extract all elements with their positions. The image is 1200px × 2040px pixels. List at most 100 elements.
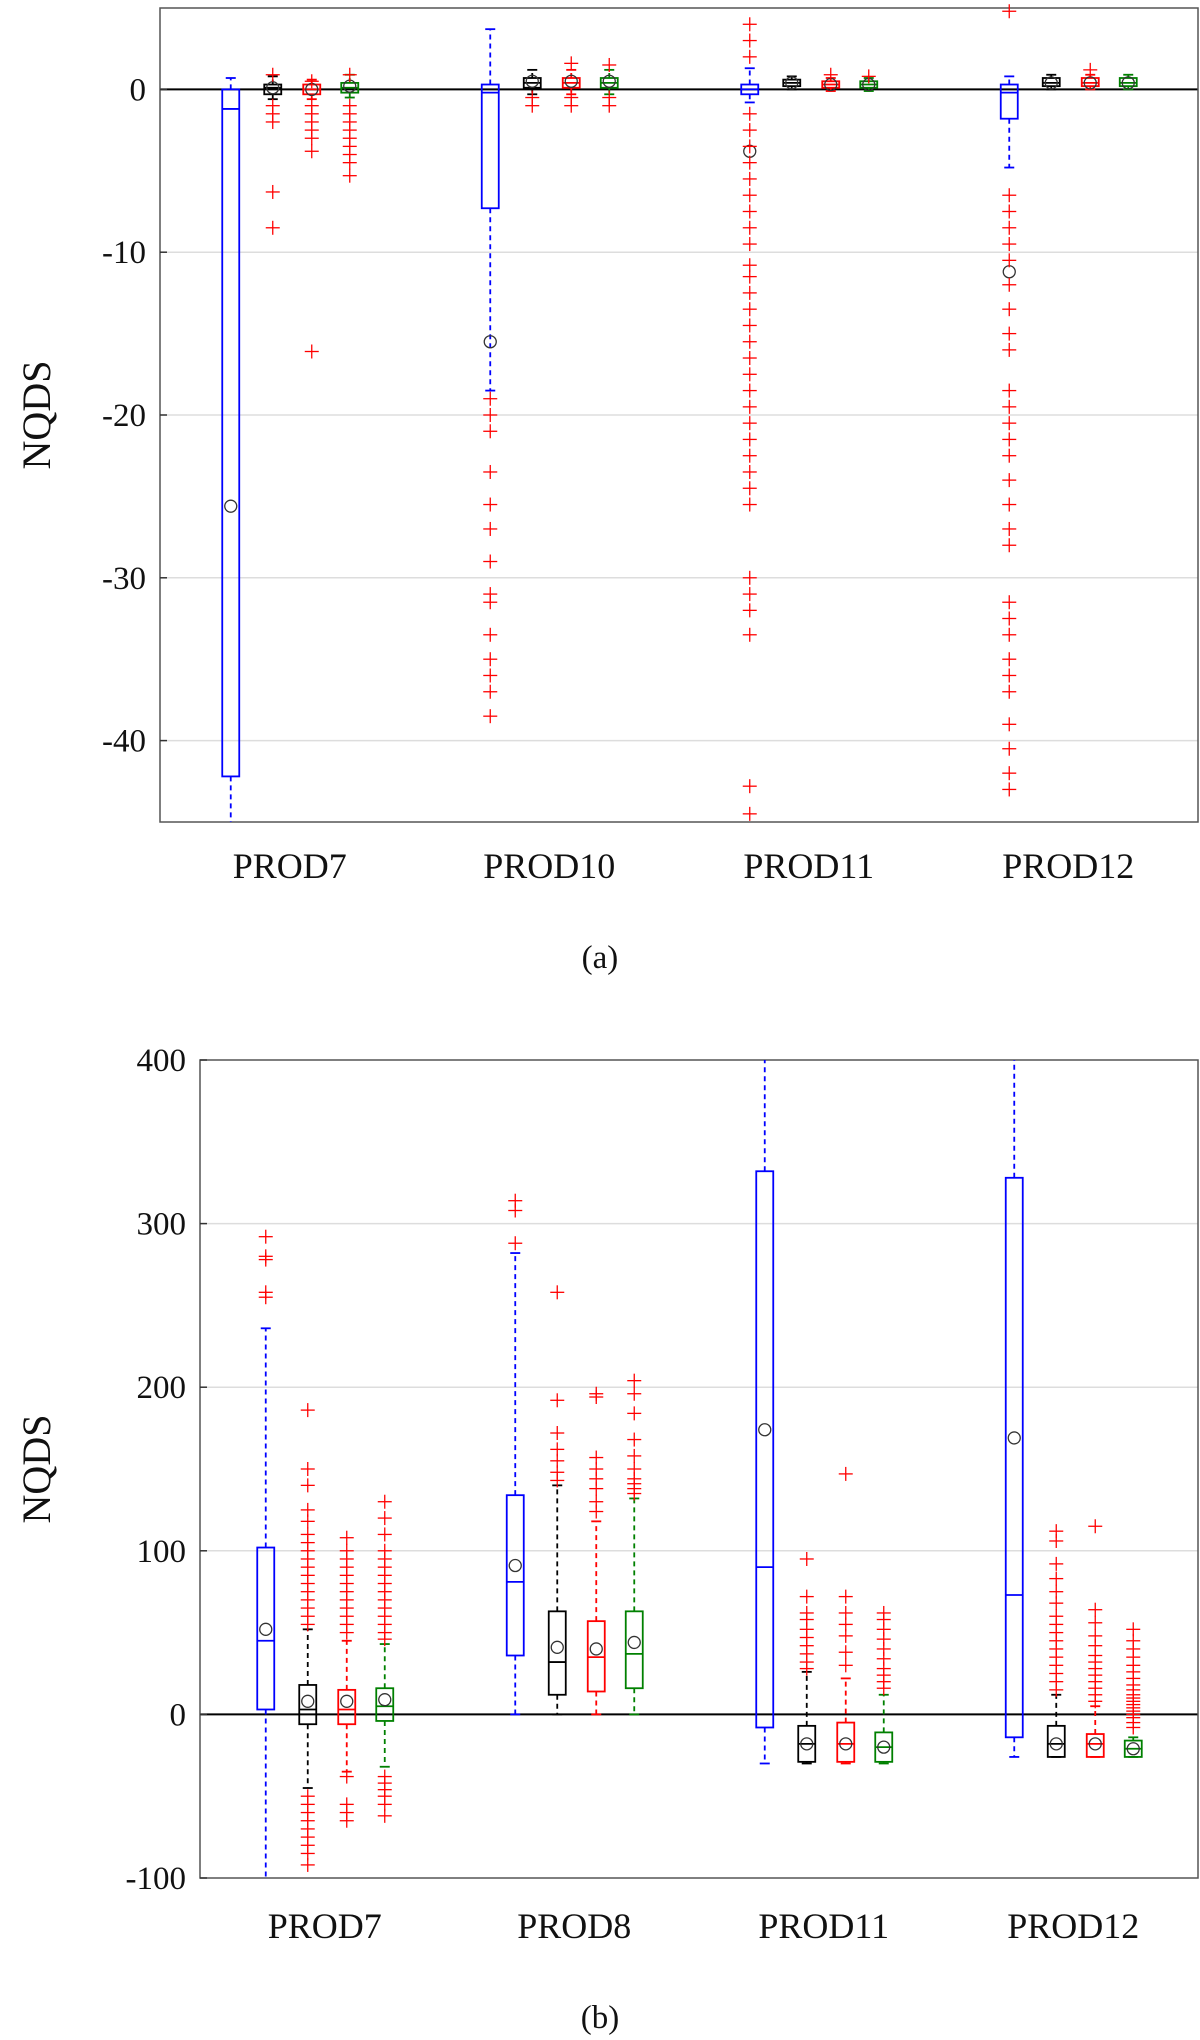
outlier-mark — [589, 1386, 604, 1401]
outlier-mark — [838, 1605, 853, 1620]
outlier-mark — [1002, 220, 1017, 235]
outlier-mark — [1002, 253, 1017, 268]
outlier-mark — [1002, 766, 1017, 781]
outlier-mark — [742, 481, 757, 496]
box-prod7-series-1 — [263, 67, 283, 235]
outlier-mark — [742, 123, 757, 138]
box-prod7-series-1 — [298, 1403, 318, 1872]
mean-marker — [877, 1740, 891, 1754]
outlier-mark — [377, 1511, 392, 1526]
chart-caption: (a) — [582, 940, 619, 976]
outlier-mark — [1002, 652, 1017, 667]
outlier-mark — [258, 1285, 273, 1300]
outlier-mark — [564, 98, 579, 113]
outlier-mark — [1083, 62, 1098, 77]
outlier-mark — [1002, 342, 1017, 357]
outlier-mark — [483, 408, 498, 422]
mean-marker — [378, 1693, 392, 1707]
outlier-mark — [300, 1502, 315, 1517]
outlier-mark — [1002, 473, 1017, 488]
box-body — [375, 1687, 395, 1722]
outlier-mark — [602, 57, 617, 72]
y-axis-label: NQDS — [14, 361, 59, 470]
outlier-mark — [742, 779, 757, 794]
mean-marker — [1083, 76, 1097, 90]
outlier-mark — [339, 1813, 354, 1828]
box-prod7-series-0 — [256, 1229, 276, 1878]
outlier-mark — [300, 1403, 315, 1418]
outlier-mark — [1049, 1556, 1064, 1571]
outlier-mark — [742, 269, 757, 284]
outlier-mark — [1049, 1584, 1064, 1599]
outlier-mark — [627, 1448, 642, 1463]
box-prod11-series-2 — [821, 67, 841, 92]
box-prod10-series-3 — [599, 57, 619, 113]
box-prod12-series-0 — [1004, 1060, 1024, 1758]
outlier-mark — [742, 285, 757, 300]
box-prod11-series-2 — [836, 1466, 856, 1765]
box-prod7-series-2 — [337, 1530, 357, 1828]
outlier-mark — [564, 56, 579, 71]
outlier-mark — [742, 570, 757, 585]
box-body — [1004, 1176, 1024, 1739]
chart-b: 400 300 200 100 0 -100 PROD7 PROD8 PROD11 PROD12 N… — [14, 1043, 1199, 2036]
outlier-mark — [550, 1285, 565, 1300]
box-prod12-series-1 — [1041, 73, 1061, 91]
outlier-mark — [1002, 668, 1017, 683]
outlier-mark — [342, 67, 357, 82]
box-body — [505, 1494, 525, 1657]
box-prod10-series-1 — [522, 68, 542, 113]
mean-marker — [1002, 265, 1016, 279]
box-body — [624, 1610, 644, 1690]
mean-marker — [1049, 1737, 1063, 1751]
outlier-mark — [742, 139, 757, 154]
outlier-mark — [838, 1645, 853, 1660]
outlier-mark — [838, 1466, 853, 1481]
outlier-mark — [1002, 302, 1017, 317]
outlier-mark — [742, 416, 757, 431]
outlier-mark — [339, 1769, 354, 1784]
outlier-mark — [550, 1442, 565, 1457]
outlier-mark — [1088, 1615, 1103, 1630]
outlier-mark — [1002, 497, 1017, 512]
plot-frame — [199, 1059, 1199, 1879]
mean-marker — [839, 1737, 853, 1751]
outlier-mark — [304, 144, 319, 159]
outlier-mark — [339, 1530, 354, 1545]
outlier-mark — [742, 204, 757, 219]
mean-marker — [1044, 76, 1058, 90]
outlier-mark — [742, 399, 757, 414]
box-prod12-series-2 — [1085, 1519, 1105, 1758]
y-tick-label: -40 — [102, 724, 146, 760]
outlier-mark — [1002, 4, 1017, 19]
outlier-mark — [742, 806, 757, 821]
outlier-mark — [377, 1494, 392, 1509]
outlier-mark — [1088, 1602, 1103, 1617]
mean-marker — [259, 1622, 273, 1636]
box-body — [1085, 1733, 1105, 1758]
outlier-mark — [742, 448, 757, 463]
mean-marker — [1007, 1431, 1021, 1445]
outlier-mark — [1002, 521, 1017, 536]
outlier-mark — [742, 351, 757, 366]
outlier-mark — [742, 497, 757, 512]
x-tick-label-prod11: PROD11 — [758, 1906, 889, 1946]
box-body — [999, 83, 1019, 120]
y-tick-label: -100 — [126, 1861, 187, 1897]
outlier-mark — [342, 155, 357, 170]
box-body — [256, 1546, 276, 1711]
box-prod11-series-0 — [755, 1060, 775, 1765]
outlier-mark — [1002, 684, 1017, 699]
mean-marker — [301, 1694, 315, 1708]
mean-marker — [602, 74, 616, 88]
outlier-mark — [483, 684, 498, 699]
box-prod7-series-2 — [302, 74, 322, 359]
outlier-mark — [742, 367, 757, 382]
outlier-mark — [483, 652, 498, 667]
outlier-mark — [483, 554, 498, 569]
outlier-mark — [1002, 448, 1017, 463]
mean-marker — [266, 81, 280, 95]
box-body — [221, 88, 241, 778]
outlier-mark — [265, 220, 280, 235]
